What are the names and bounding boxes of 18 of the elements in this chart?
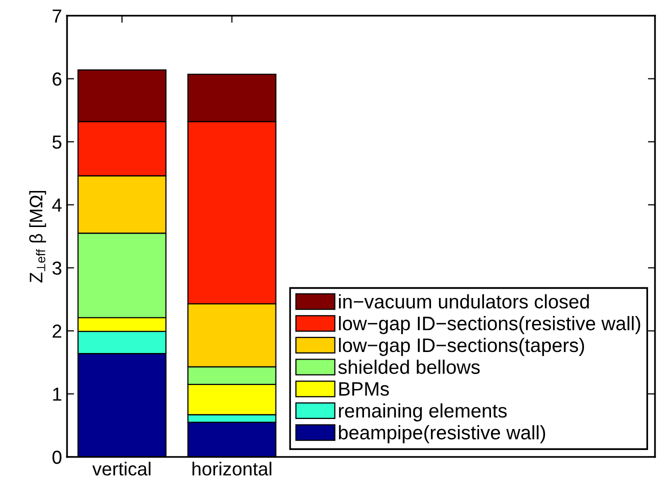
- legend-label: remaining elements: [339, 403, 507, 422]
- y-tick-label: 1: [53, 388, 62, 401]
- legend-label: low−gap ID−sections(resistive wall): [339, 316, 640, 334]
- x-tick-label: vertical: [92, 462, 150, 476]
- y-tick-label: 2: [52, 324, 62, 338]
- legend-label: in−vacuum undulators closed: [339, 294, 589, 309]
- y-tick-label: 6: [52, 72, 62, 86]
- y-tick-label: 3: [52, 262, 62, 275]
- y-tick-label: 0: [52, 450, 62, 464]
- legend-label: shielded bellows: [338, 360, 480, 374]
- legend-label: BPMs: [339, 382, 389, 396]
- legend-label: beampipe(resistive wall): [338, 425, 546, 444]
- y-tick-label: 5: [52, 136, 62, 149]
- y-tick-label: 4: [52, 198, 62, 212]
- y-tick-label: 7: [52, 10, 62, 22]
- legend-label: low−gap ID−sections(tapers): [339, 338, 584, 356]
- x-tick-label: horizontal: [192, 462, 272, 476]
- y-axis-title: Z$_{⊥eff}$ β [MΩ]: [29, 190, 46, 282]
